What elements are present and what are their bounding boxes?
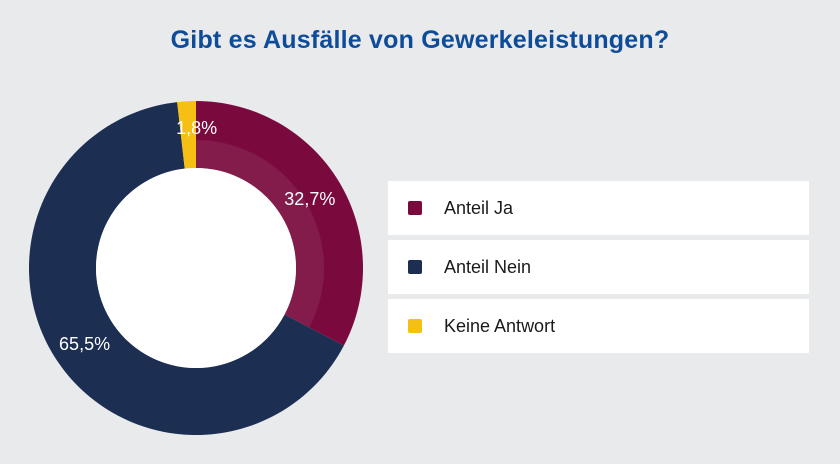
legend: Anteil Ja Anteil Nein Keine Antwort [388, 181, 809, 358]
legend-label-keine-antwort: Keine Antwort [444, 315, 556, 336]
legend-swatch-anteil-nein [408, 260, 422, 274]
slice-label-anteil-ja: 32,7% [284, 189, 335, 209]
legend-swatch-keine-antwort [408, 319, 422, 333]
legend-item-anteil-nein: Anteil Nein [388, 240, 809, 294]
slice-anteil-ja-shading [196, 140, 324, 328]
legend-swatch-anteil-ja [408, 201, 422, 215]
donut-hole [96, 168, 296, 368]
legend-item-keine-antwort: Keine Antwort [388, 299, 809, 353]
legend-label-anteil-nein: Anteil Nein [444, 256, 532, 277]
slice-anteil-ja [196, 101, 364, 346]
slice-label-anteil-nein: 65,5% [59, 334, 110, 354]
legend-label-anteil-ja: Anteil Ja [444, 197, 514, 218]
chart-title: Gibt es Ausfälle von Gewerkeleistungen? [170, 26, 670, 54]
slice-anteil-nein [28, 102, 344, 436]
slice-keine-antwort [177, 101, 196, 169]
slice-label-keine-antwort: 1,8% [176, 118, 217, 138]
legend-item-anteil-ja: Anteil Ja [388, 181, 809, 235]
